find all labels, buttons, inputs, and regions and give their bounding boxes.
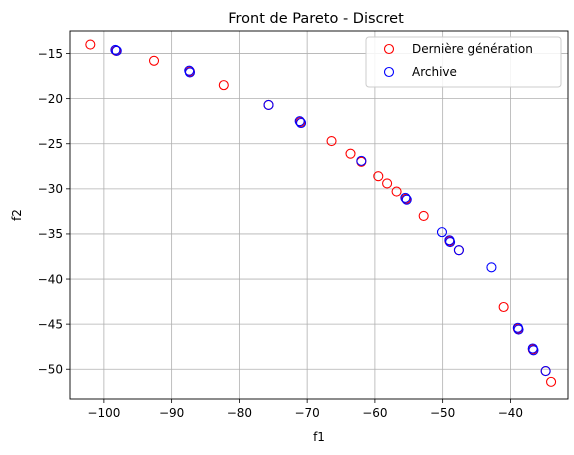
- data-point: [401, 193, 412, 204]
- data-point: [445, 237, 456, 248]
- data-point: [326, 135, 337, 147]
- y-tick-label: −45: [38, 317, 63, 331]
- data-point: [540, 365, 551, 377]
- data-point: [184, 67, 195, 78]
- data-point: [436, 227, 448, 238]
- plot-frame: [69, 30, 569, 400]
- grid: [70, 31, 568, 399]
- x-axis-ticks: −100 −90 −80 −70 −60 −50 −40: [87, 399, 523, 420]
- y-axis-label: f2: [10, 209, 24, 221]
- legend-marker-archive: [383, 66, 395, 78]
- data-point: [528, 345, 539, 356]
- data-point: [486, 262, 497, 273]
- y-tick-label: −35: [38, 227, 63, 241]
- legend-label-derniere-generation: Dernière génération: [412, 42, 533, 56]
- x-tick-label: −90: [159, 406, 184, 420]
- legend: Dernière génération Archive: [365, 36, 562, 88]
- x-tick-label: −50: [430, 406, 455, 420]
- series-1: [110, 44, 551, 377]
- series-0: [85, 39, 557, 387]
- y-tick-label: −40: [38, 272, 63, 286]
- data-point: [263, 99, 274, 111]
- data-point: [382, 178, 393, 189]
- x-tick-label: −80: [227, 406, 252, 420]
- data-point: [400, 192, 411, 203]
- x-axis-label: f1: [313, 430, 325, 444]
- legend-box: [365, 36, 562, 88]
- y-tick-label: −30: [38, 182, 63, 196]
- data-point: [85, 39, 96, 50]
- data-point: [373, 171, 384, 182]
- y-tick-label: −20: [38, 92, 63, 106]
- y-axis-ticks: −15 −20 −25 −30 −35 −40 −45 −50: [38, 47, 70, 377]
- legend-marker-derniere-generation: [383, 43, 395, 55]
- data-point: [356, 155, 367, 166]
- data-point: [391, 186, 402, 197]
- data-point: [295, 117, 307, 129]
- data-point: [148, 55, 160, 66]
- data-point: [345, 148, 356, 159]
- y-tick-label: −50: [38, 363, 63, 377]
- data-points: [85, 39, 557, 387]
- data-point: [111, 45, 122, 56]
- x-tick-label: −70: [294, 406, 319, 420]
- x-tick-label: −40: [498, 406, 523, 420]
- data-point: [110, 44, 121, 55]
- data-point: [295, 117, 306, 128]
- y-tick-label: −15: [38, 47, 63, 61]
- data-point: [513, 324, 524, 335]
- data-point: [418, 210, 429, 221]
- data-point: [401, 194, 412, 205]
- legend-label-archive: Archive: [412, 65, 457, 79]
- data-point: [294, 116, 305, 127]
- x-tick-label: −60: [362, 406, 387, 420]
- x-tick-label: −100: [87, 406, 120, 420]
- data-point: [218, 80, 229, 91]
- data-point: [498, 301, 509, 313]
- data-point: [546, 376, 557, 387]
- chart-title: Front de Pareto - Discret: [228, 11, 404, 27]
- y-tick-label: −25: [38, 137, 63, 151]
- data-point: [453, 245, 464, 256]
